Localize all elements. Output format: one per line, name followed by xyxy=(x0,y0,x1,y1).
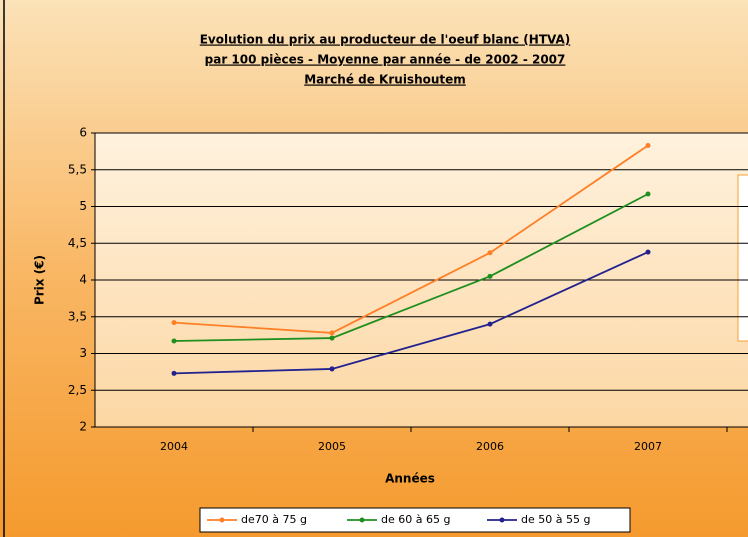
series-line xyxy=(173,144,649,334)
y-tick-label: 4 xyxy=(79,273,87,287)
x-tick-label: 2005 xyxy=(318,440,346,453)
legend-label: de 60 à 65 g xyxy=(381,513,450,526)
data-point xyxy=(171,320,177,326)
y-tick-label: 5,5 xyxy=(68,162,87,176)
legend-marker xyxy=(219,517,225,523)
y-tick-label: 3,5 xyxy=(68,309,87,323)
legend-marker xyxy=(499,517,505,523)
series-line xyxy=(173,193,649,342)
x-tick-label: 2006 xyxy=(476,440,504,453)
side-box xyxy=(737,174,748,342)
y-axis-label: Prix (€) xyxy=(33,255,47,305)
data-point xyxy=(329,330,335,336)
data-point xyxy=(645,191,651,197)
legend-label: de 50 à 55 g xyxy=(521,513,590,526)
data-point xyxy=(171,338,177,344)
data-point xyxy=(329,366,335,372)
data-point xyxy=(645,142,651,148)
chart-title: Evolution du prix au producteur de l'oeu… xyxy=(200,33,571,47)
y-tick-label: 4,5 xyxy=(68,236,87,250)
y-tick-label: 3 xyxy=(79,346,87,360)
x-tick-label: 2004 xyxy=(160,440,188,453)
y-tick-label: 6 xyxy=(79,126,87,140)
data-point xyxy=(645,249,651,255)
y-tick-label: 2 xyxy=(79,420,87,434)
data-point xyxy=(487,250,493,256)
x-axis-label: Années xyxy=(385,472,435,486)
y-tick-label: 2,5 xyxy=(68,383,87,397)
chart-title: Marché de Kruishoutem xyxy=(304,73,466,87)
y-tick-label: 5 xyxy=(79,199,87,213)
x-tick-label: 2007 xyxy=(634,440,662,453)
data-point xyxy=(329,335,335,341)
legend-marker xyxy=(359,517,365,523)
legend-label: de70 à 75 g xyxy=(241,513,307,526)
chart-title: par 100 pièces - Moyenne par année - de … xyxy=(205,53,566,67)
data-point xyxy=(487,321,493,327)
series-line xyxy=(173,251,649,375)
legend xyxy=(199,507,631,533)
data-point xyxy=(487,273,493,279)
data-point xyxy=(171,370,177,376)
